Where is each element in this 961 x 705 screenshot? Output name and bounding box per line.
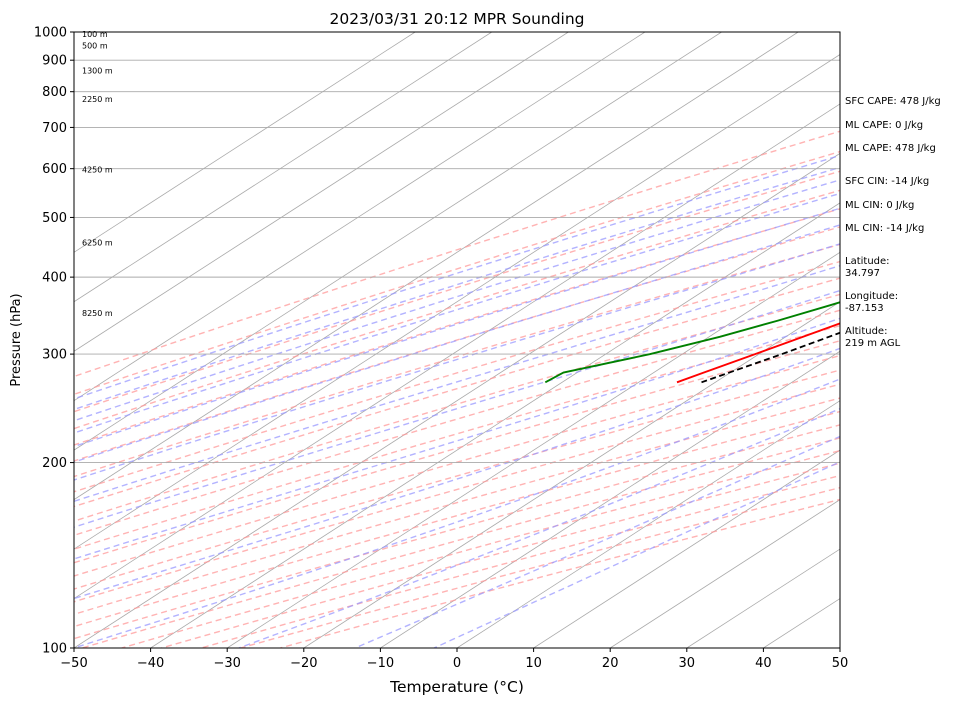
y-tick-label: 500 [42,211,67,226]
x-tick-label: −30 [213,656,240,671]
isotherm-line [74,103,840,600]
isotherm-line [74,32,416,253]
isotherm-line [917,32,961,648]
height-label: 6250 m [82,239,113,248]
x-tick-label: 10 [525,656,542,671]
annotation-line: Longitude: [845,291,898,302]
dry-adiabat-line [74,226,840,462]
dry-adiabat-line [74,243,840,478]
annotation-line: ML CIN: 0 J/kg [845,200,914,211]
height-label: 100 m [82,30,108,39]
dry-adiabat-line [74,150,840,396]
dry-adiabat-line [74,324,840,550]
x-tick-label: −50 [60,656,87,671]
annotation-line: ML CAPE: 0 J/kg [845,120,923,131]
dry-adiabat-line [74,260,840,493]
height-label: 8250 m [82,309,113,318]
x-tick-label: −40 [137,656,164,671]
y-tick-label: 300 [42,348,67,363]
isotherm-line [74,32,799,501]
x-axis-label: Temperature (°C) [389,678,524,696]
annotation-line: SFC CIN: -14 J/kg [845,176,929,187]
parcel-profile-line [701,331,840,384]
isotherm-line [533,449,840,648]
height-label: 4250 m [82,166,113,175]
x-tick-label: −10 [367,656,394,671]
moist-adiabat-line [74,347,840,600]
dry-adiabat-line [74,208,840,446]
isotherm-line [74,32,493,303]
x-tick-label: 20 [602,656,619,671]
height-label: 1300 m [82,66,113,75]
y-tick-label: 900 [42,54,67,69]
dry-adiabat-line [74,170,840,413]
x-tick-label: 30 [679,656,696,671]
moist-adiabat-line [74,166,840,411]
isotherm-line [74,32,569,352]
moist-adiabat-line [74,179,840,422]
annotation-line: Altitude: [845,326,887,337]
y-tick-label: 400 [42,271,67,286]
annotation-line: 34.797 [845,268,880,279]
isotherm-line [74,53,840,550]
y-tick-label: 700 [42,121,67,136]
y-tick-label: 800 [42,85,67,100]
moist-adiabat-line [74,378,840,648]
y-tick-label: 600 [42,162,67,177]
height-label: 2250 m [82,95,113,104]
mixing-ratio-line [947,32,961,169]
sounding-annotations: SFC CAPE: 478 J/kg ML CAPE: 0 J/kg ML CAPE… [845,96,941,349]
dry-adiabat-line [74,383,840,603]
x-tick-label: −20 [290,656,317,671]
annotation-line: ML CAPE: 478 J/kg [845,143,936,154]
y-axis-ticks: 100 200 300 400 500 600 700 800 900 1000 [34,26,74,657]
height-labels: 8250 m 6250 m 4250 m 2250 m 1300 m 500 m 100 m [82,30,113,318]
y-tick-label: 1000 [34,26,67,41]
annotation-line: -87.153 [845,303,884,314]
height-label: 500 m [82,42,108,51]
dry-adiabat-line [74,354,840,577]
x-tick-label: 50 [832,656,849,671]
isotherm-line [74,152,840,648]
chart-title: 2023/03/31 20:12 MPR Sounding [329,10,584,28]
y-tick-label: 100 [42,642,67,657]
annotation-line: 219 m AGL [845,338,901,349]
isotherm-line [380,350,840,648]
dry-adiabat-line [74,130,840,378]
x-tick-label: 40 [755,656,772,671]
moist-adiabat-line [74,154,840,400]
moist-adiabat-line [74,289,840,528]
isotherm-line [74,32,722,451]
x-tick-label: 0 [453,656,461,671]
isotherm-line [303,301,840,648]
y-axis-label: Pressure (hPa) [9,293,24,386]
annotation-line: ML CIN: -14 J/kg [845,223,924,234]
isotherm-line [74,32,646,402]
annotation-line: Latitude: [845,256,890,267]
background-lines [74,32,961,648]
dry-adiabat-line [74,293,840,522]
dry-adiabat-line [74,424,840,640]
y-tick-label: 200 [42,456,67,471]
x-axis-ticks: −50 −40 −30 −20 −10 0 10 20 30 40 50 [60,648,848,671]
moist-adiabat-line [74,192,840,434]
isotherm-line [609,499,840,648]
annotation-line: SFC CAPE: 478 J/kg [845,96,941,107]
dry-adiabat-line [81,437,840,648]
pressure-gridlines [74,32,840,648]
